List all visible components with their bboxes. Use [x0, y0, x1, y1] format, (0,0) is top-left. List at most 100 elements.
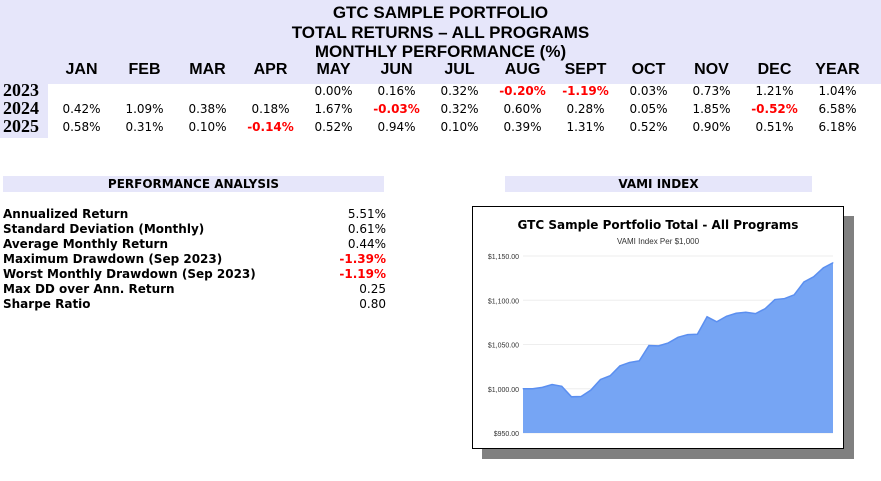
return-cell: 1.85% — [692, 102, 731, 116]
year-label: 2024 — [3, 98, 39, 118]
return-cell: 0.90% — [692, 120, 731, 134]
stat-value: 0.44% — [347, 237, 386, 251]
stat-label: Max DD over Ann. Return — [3, 282, 175, 296]
return-cell: 0.05% — [629, 102, 668, 116]
month-header: JUN — [380, 61, 413, 78]
return-cell: 0.10% — [440, 120, 479, 134]
return-cell: 0.58% — [62, 120, 101, 134]
data-point — [532, 388, 534, 390]
data-point — [580, 396, 582, 398]
return-cell: 0.39% — [503, 120, 542, 134]
data-point — [725, 315, 727, 317]
stat-label: Annualized Return — [3, 207, 129, 221]
data-point — [609, 375, 611, 377]
stat-value: -1.19% — [339, 267, 386, 281]
return-cell: 0.38% — [188, 102, 227, 116]
portfolio-title: GTC SAMPLE PORTFOLIO — [332, 3, 549, 22]
stat-value: 0.61% — [347, 222, 386, 236]
return-cell: 0.52% — [314, 120, 353, 134]
data-point — [716, 321, 718, 323]
month-header: APR — [253, 61, 288, 78]
monthly-title: MONTHLY PERFORMANCE (%) — [314, 42, 567, 61]
return-cell: -0.14% — [247, 120, 294, 134]
data-point — [570, 396, 572, 398]
month-header: DEC — [757, 61, 792, 78]
return-cell: 1.04% — [818, 84, 857, 98]
vami-area — [523, 262, 833, 433]
return-cell: 6.18% — [818, 120, 857, 134]
y-tick-label: $1,150.00 — [488, 254, 519, 261]
data-point — [677, 336, 679, 338]
data-point — [832, 262, 834, 264]
month-header: JAN — [65, 61, 98, 78]
data-point — [803, 281, 805, 283]
stat-value: 5.51% — [347, 207, 386, 221]
return-cell: 1.67% — [314, 102, 353, 116]
year-label: 2025 — [3, 116, 39, 136]
stat-label: Standard Deviation (Monthly) — [3, 222, 205, 236]
data-point — [706, 316, 708, 318]
data-point — [522, 388, 524, 390]
data-point — [658, 345, 660, 347]
return-cell: -0.20% — [499, 84, 546, 98]
month-header: MAR — [189, 61, 226, 78]
stat-value: 0.25 — [359, 282, 386, 296]
data-point — [687, 334, 689, 336]
return-cell: 0.73% — [692, 84, 731, 98]
return-cell: 0.00% — [314, 84, 353, 98]
return-cell: 0.16% — [377, 84, 416, 98]
vami-chart: GTC Sample Portfolio Total - All Program… — [472, 206, 844, 449]
data-point — [551, 384, 553, 386]
y-tick-label: $950.00 — [494, 431, 519, 438]
month-header: YEAR — [815, 61, 860, 78]
stat-label: Sharpe Ratio — [3, 297, 91, 311]
return-cell: 1.21% — [755, 84, 794, 98]
stat-label: Worst Monthly Drawdown (Sep 2023) — [3, 267, 256, 281]
stat-value: 0.80 — [359, 297, 386, 311]
stat-value: -1.39% — [339, 252, 386, 266]
data-point — [764, 308, 766, 310]
return-cell: 0.42% — [62, 102, 101, 116]
month-header: OCT — [631, 61, 666, 78]
data-point — [745, 311, 747, 313]
return-cell: 0.52% — [629, 120, 668, 134]
data-point — [822, 267, 824, 269]
return-cell: 0.18% — [251, 102, 290, 116]
return-cell: 6.58% — [818, 102, 857, 116]
stat-label: Maximum Drawdown (Sep 2023) — [3, 252, 223, 266]
chart-title: GTC Sample Portfolio Total - All Program… — [518, 218, 799, 232]
data-point — [667, 342, 669, 344]
data-point — [793, 294, 795, 296]
return-cell: 0.32% — [440, 102, 479, 116]
return-cell: 0.51% — [755, 120, 794, 134]
month-header: MAY — [316, 61, 351, 78]
data-point — [696, 333, 698, 335]
return-cell: 0.28% — [566, 102, 605, 116]
return-cell: 0.03% — [629, 84, 668, 98]
month-header: NOV — [694, 61, 729, 78]
return-cell: 0.94% — [377, 120, 416, 134]
data-point — [590, 389, 592, 391]
performance-analysis-header: PERFORMANCE ANALYSIS — [3, 176, 384, 192]
year-label: 2023 — [3, 80, 39, 100]
data-point — [561, 385, 563, 387]
data-point — [735, 312, 737, 314]
data-point — [784, 298, 786, 300]
month-header: FEB — [128, 61, 161, 78]
vami-chart-svg: GTC Sample Portfolio Total - All Program… — [488, 218, 834, 438]
data-point — [619, 365, 621, 367]
header-band — [0, 0, 881, 84]
data-point — [648, 345, 650, 347]
y-tick-label: $1,050.00 — [488, 343, 519, 350]
return-cell: -0.52% — [751, 102, 798, 116]
year-column-band — [0, 84, 48, 138]
data-point — [541, 386, 543, 388]
month-header: SEPT — [564, 61, 607, 78]
return-cell: 0.31% — [125, 120, 164, 134]
data-point — [813, 276, 815, 278]
returns-title: TOTAL RETURNS – ALL PROGRAMS — [291, 23, 590, 42]
y-tick-label: $1,000.00 — [488, 387, 519, 394]
data-point — [755, 313, 756, 315]
data-point — [600, 378, 601, 380]
return-cell: 0.32% — [440, 84, 479, 98]
